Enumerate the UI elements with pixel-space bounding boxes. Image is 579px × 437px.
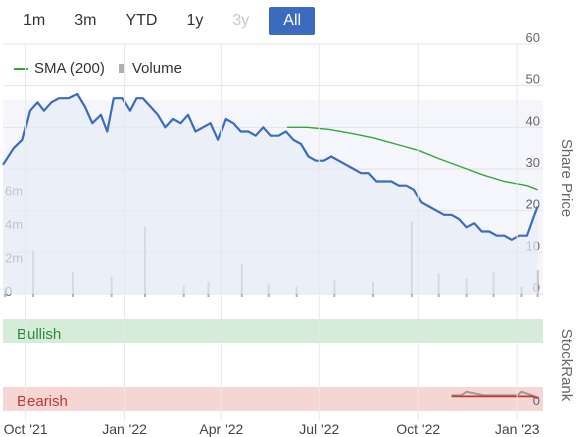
- stockrank-tick-label: 0: [533, 393, 540, 408]
- range-3y-button: 3y: [232, 12, 250, 29]
- range-selector: 1m 3m YTD 1y 3y All: [14, 6, 326, 36]
- x-tick-label: Oct '21: [4, 421, 48, 437]
- stockrank-panel: Bullish Bearish 0 StockRank: [3, 319, 575, 411]
- range-all-button[interactable]: All: [269, 7, 316, 35]
- price-tick-label: 50: [526, 72, 540, 87]
- stockrank-axis-title: StockRank: [558, 329, 575, 402]
- price-tick-label: 20: [526, 197, 540, 212]
- x-axis: Oct '21 Jan '22 Apr '22 Jul '22 Oct '22 Jan '…: [4, 44, 540, 437]
- price-tick-label: 40: [526, 113, 540, 128]
- bullish-band: [3, 319, 543, 343]
- range-3m-button[interactable]: 3m: [74, 12, 97, 29]
- sma-legend-label[interactable]: SMA (200): [34, 60, 105, 77]
- range-ytd-button[interactable]: YTD: [125, 12, 158, 29]
- x-tick-label: Jan '23: [495, 421, 540, 437]
- bearish-label: Bearish: [17, 393, 68, 410]
- price-panel: 010203040506002m4m6mShare Price: [2, 30, 575, 299]
- x-tick-label: Jan '22: [102, 421, 147, 437]
- stockrank-grey-line: [451, 390, 538, 399]
- share-price-axis-title: Share Price: [558, 139, 575, 217]
- volume-legend-swatch: [118, 64, 124, 73]
- x-tick-label: Jul '22: [299, 421, 339, 437]
- sma-legend-swatch: [14, 67, 28, 70]
- price-tick-label: 30: [526, 155, 540, 170]
- x-tick-label: Apr '22: [199, 421, 243, 437]
- price-tick-label: 60: [526, 30, 540, 45]
- range-1m-button[interactable]: 1m: [23, 12, 46, 29]
- x-tick-label: Oct '22: [396, 421, 440, 437]
- volume-bar: [536, 270, 539, 297]
- price-line: [2, 92, 539, 241]
- range-1y-button[interactable]: 1y: [186, 12, 204, 29]
- stockrank-line: [451, 395, 538, 400]
- bullish-label: Bullish: [17, 326, 61, 343]
- bearish-band: [3, 387, 543, 411]
- volume-legend-label[interactable]: Volume: [131, 60, 182, 77]
- chart-legend: SMA (200) Volume: [14, 60, 182, 77]
- price-area: [3, 94, 538, 294]
